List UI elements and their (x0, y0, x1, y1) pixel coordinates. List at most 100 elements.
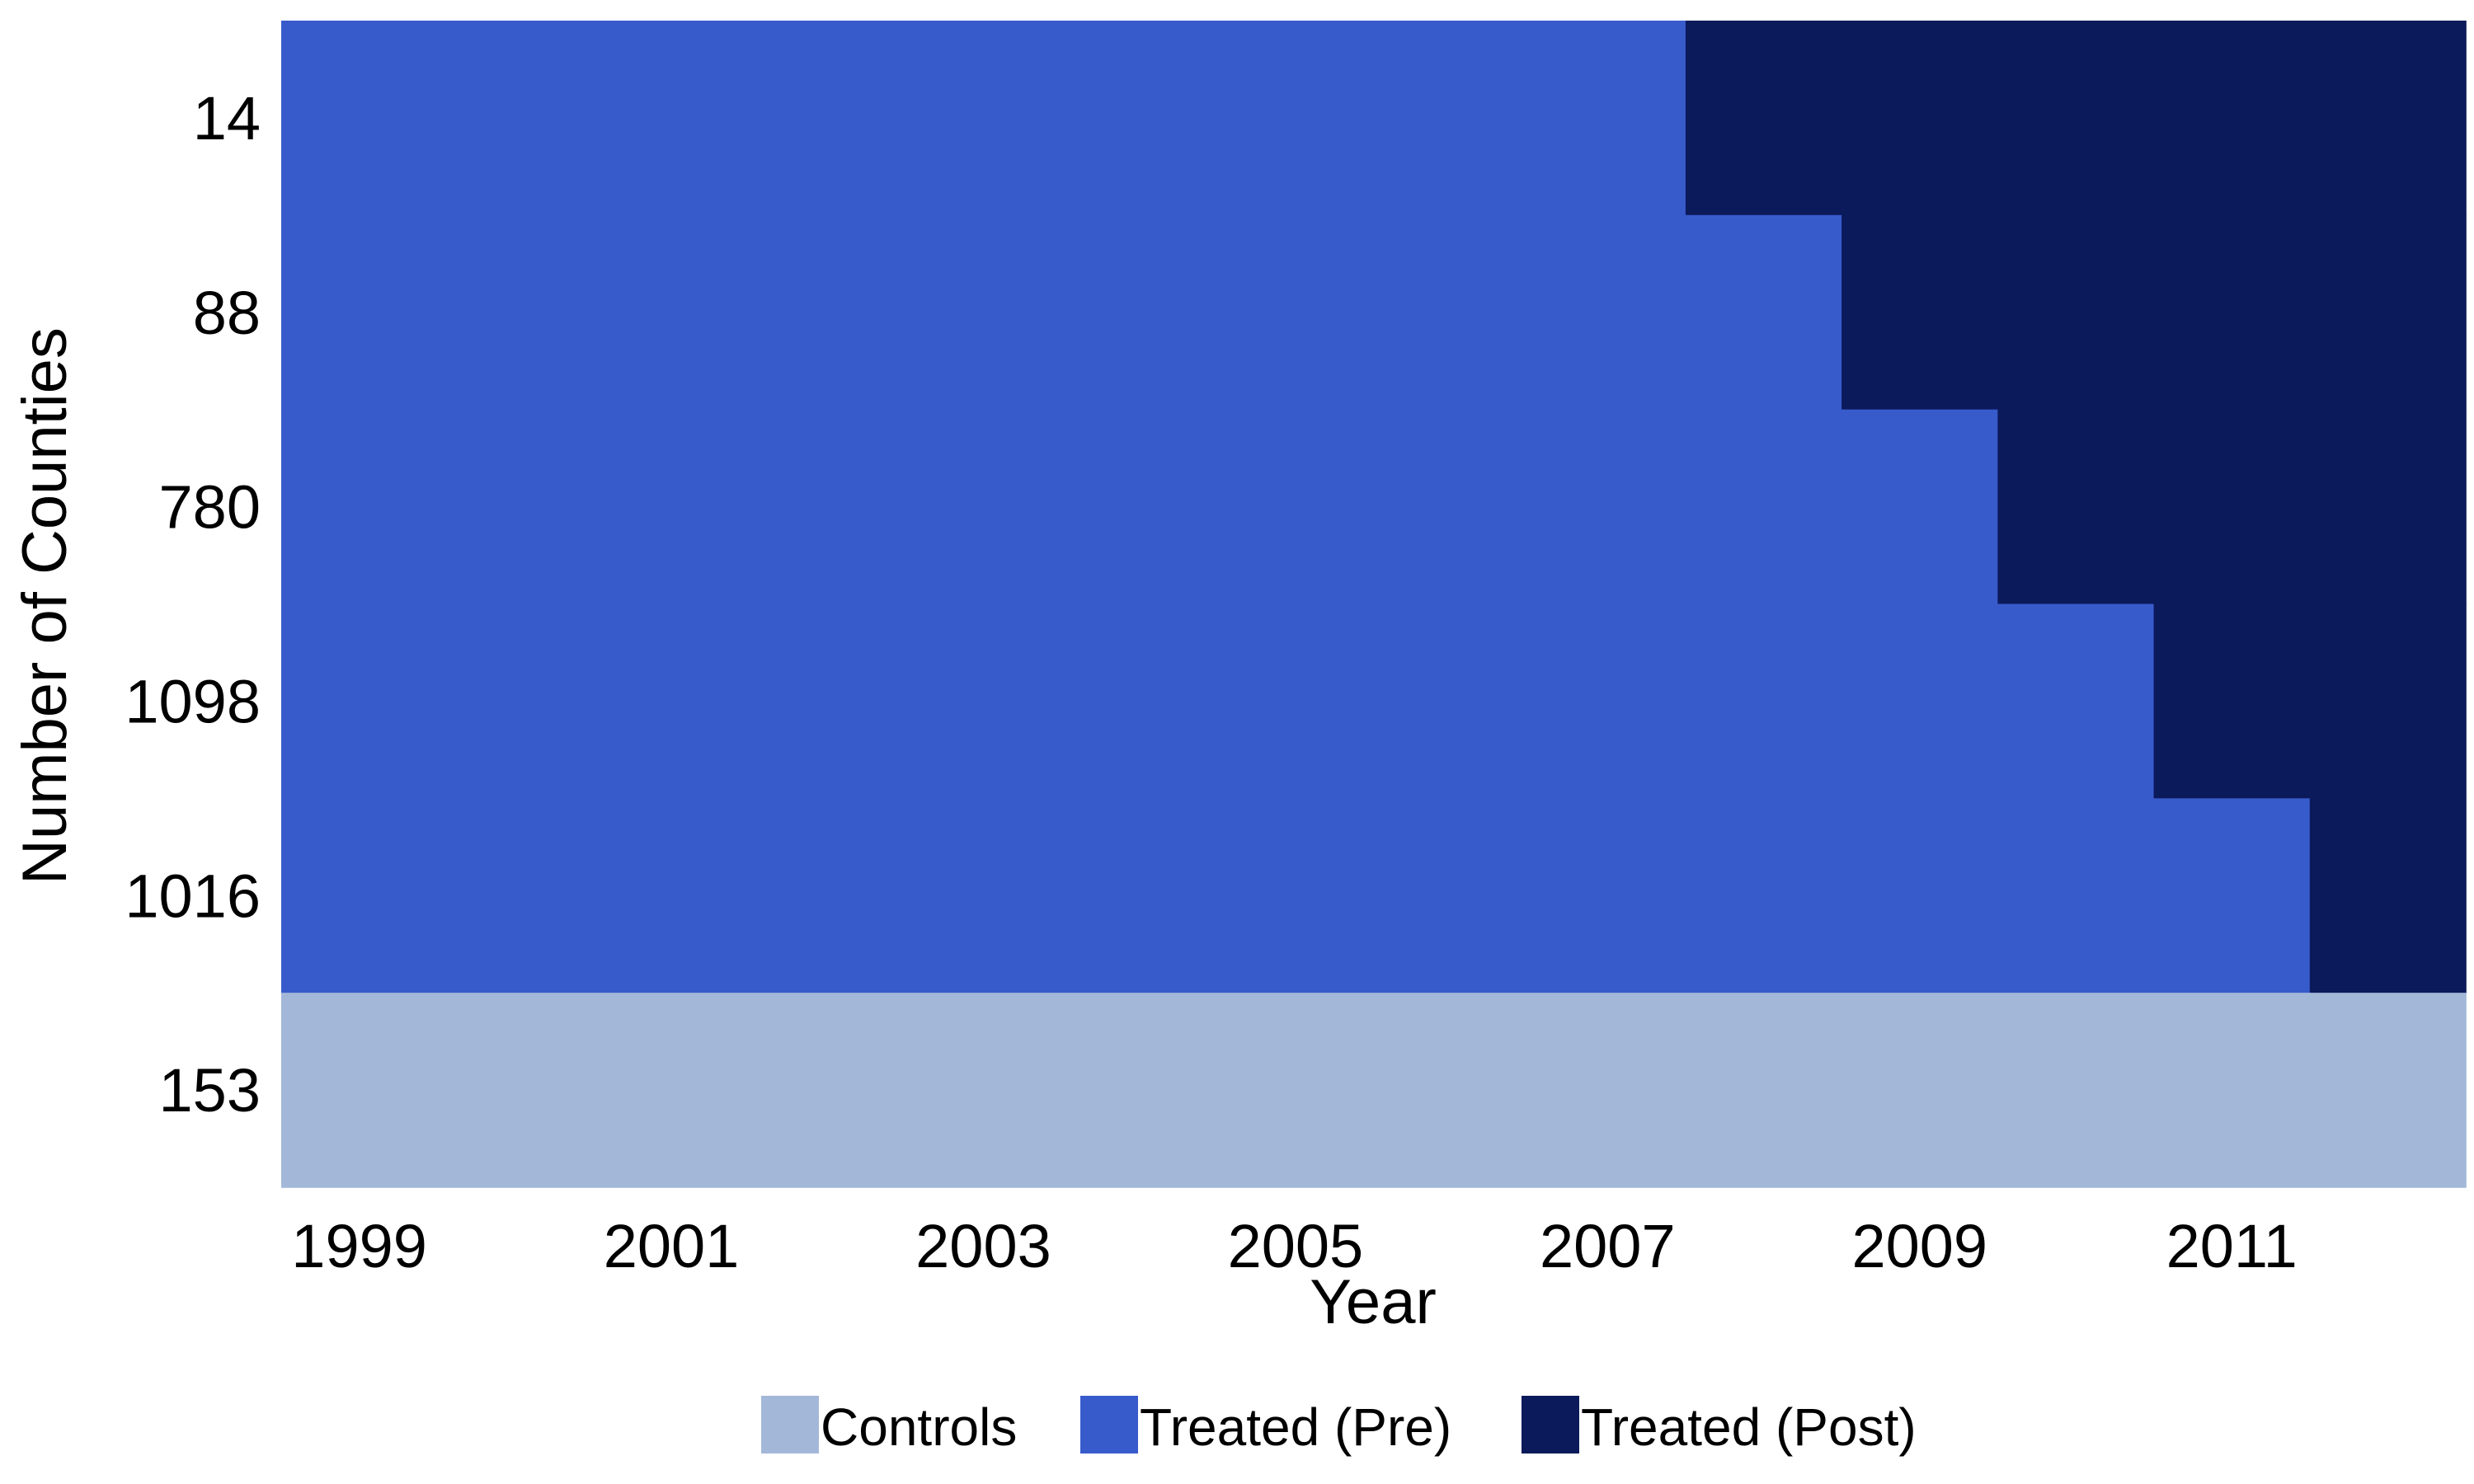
heatmap-cell (281, 409, 439, 605)
x-tick-label: 2001 (604, 1212, 740, 1280)
heatmap-cell (749, 993, 906, 1188)
heatmap-cell (437, 993, 595, 1188)
heatmap-cell (593, 603, 750, 800)
heatmap-cell (1061, 21, 1219, 216)
legend-swatch (761, 1396, 819, 1453)
heatmap-cell (1529, 21, 1686, 216)
x-tick-label: 1999 (291, 1212, 427, 1280)
heatmap-cell (1529, 214, 1686, 411)
heatmap-cell (2309, 993, 2467, 1188)
heatmap-cell (1373, 798, 1531, 993)
y-tick-label: 153 (159, 1056, 261, 1125)
heatmap-cell (1217, 21, 1375, 216)
heatmap-cell (2153, 21, 2311, 216)
heatmap-cell (905, 21, 1062, 216)
heatmap-cell (1061, 214, 1219, 411)
x-tick-label: 2003 (915, 1212, 1051, 1280)
heatmap-cell (2153, 798, 2311, 993)
heatmap-cell (905, 993, 1062, 1188)
legend-label: Treated (Post) (1581, 1397, 1917, 1457)
legend-swatch (1522, 1396, 1579, 1453)
heatmap-cell (1061, 409, 1219, 605)
y-tick-label: 1016 (125, 862, 261, 930)
heatmap-cell (593, 993, 750, 1188)
heatmap-cell (749, 798, 906, 993)
y-axis-tick-labels: 14 88 780 1098 1016 153 (125, 84, 261, 1125)
heatmap-cell (1997, 21, 2155, 216)
heatmap-cell (281, 214, 439, 411)
heatmap-cell (281, 993, 439, 1188)
heatmap-cell (1685, 603, 1842, 800)
heatmap-cell (2153, 603, 2311, 800)
heatmap-cell (905, 214, 1062, 411)
heatmap-cell (749, 603, 906, 800)
heatmap-cell (905, 409, 1062, 605)
heatmap-cell (1685, 409, 1842, 605)
heatmap-cell (1997, 214, 2155, 411)
heatmap-cell (1841, 993, 1999, 1188)
legend-item: Treated (Pre) (1080, 1396, 1451, 1457)
heatmap-cell (2309, 21, 2467, 216)
x-tick-label: 2005 (1228, 1212, 1364, 1280)
heatmap-cell (1061, 798, 1219, 993)
heatmap-cell (437, 603, 595, 800)
heatmap-cell (1841, 603, 1999, 800)
heatmap-cell (2309, 603, 2467, 800)
heatmap-cell (1685, 214, 1842, 411)
heatmap-cell (1217, 603, 1375, 800)
heatmap-cell (1373, 409, 1531, 605)
heatmap-cell (1997, 603, 2155, 800)
heatmap-cell (437, 409, 595, 605)
heatmap-cell (1373, 603, 1531, 800)
heatmap-cell (1685, 21, 1842, 216)
heatmap-cell (437, 214, 595, 411)
y-axis-title: Number of Counties (10, 327, 80, 885)
heatmap-cell (749, 409, 906, 605)
heatmap-cell (593, 409, 750, 605)
heatmap-cell (2309, 409, 2467, 605)
x-tick-label: 2007 (1540, 1212, 1676, 1280)
legend-item: Treated (Post) (1522, 1396, 1917, 1457)
heatmap-cell (437, 21, 595, 216)
heatmap-cell (1685, 798, 1842, 993)
heatmap-cell (593, 214, 750, 411)
heatmap-cell (1841, 214, 1999, 411)
heatmap-cell (1217, 993, 1375, 1188)
heatmap-cell (1997, 993, 2155, 1188)
heatmap-cell (2153, 993, 2311, 1188)
legend: Controls Treated (Pre) Treated (Post) (761, 1396, 1917, 1457)
heatmap-cell (1529, 798, 1686, 993)
legend-swatch (1080, 1396, 1138, 1453)
y-tick-label: 780 (159, 473, 261, 542)
legend-label: Treated (Pre) (1140, 1397, 1451, 1457)
heatmap-cell (593, 798, 750, 993)
x-axis-title: Year (1310, 1267, 1437, 1337)
heatmap-cell (1685, 993, 1842, 1188)
heatmap-cell (1373, 993, 1531, 1188)
y-tick-label: 1098 (125, 667, 261, 735)
x-tick-label: 2011 (2166, 1212, 2298, 1280)
heatmap-cell (2309, 214, 2467, 411)
heatmap-cell (2309, 798, 2467, 993)
heatmap-cell (1217, 798, 1375, 993)
y-tick-label: 88 (193, 279, 261, 347)
heatmap-cell (2153, 214, 2311, 411)
heatmap-cell (1841, 409, 1999, 605)
heatmap-cell (281, 21, 439, 216)
heatmap-cell (1841, 21, 1999, 216)
heatmap-cell (1373, 214, 1531, 411)
heatmap-cell (1529, 409, 1686, 605)
heatmap-cell (1217, 409, 1375, 605)
heatmap-cell (905, 603, 1062, 800)
heatmap-cell (1373, 21, 1531, 216)
legend-item: Controls (761, 1396, 1017, 1457)
x-tick-label: 2009 (1851, 1212, 1987, 1280)
legend-label: Controls (821, 1397, 1017, 1457)
x-axis-tick-labels: 1999 2001 2003 2005 2007 2009 2011 (291, 1212, 2297, 1280)
heatmap-cell (1529, 603, 1686, 800)
y-tick-label: 14 (193, 84, 261, 153)
heatmap-cell (1061, 603, 1219, 800)
heatmap-cell (1841, 798, 1999, 993)
heatmap-cell (1217, 214, 1375, 411)
